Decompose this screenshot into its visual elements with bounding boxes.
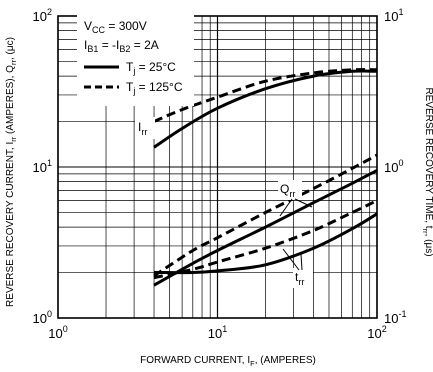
trr-label-bg (293, 268, 313, 288)
y-tick-label-left: 101 (33, 158, 52, 175)
y-tick-label-right: 100 (384, 158, 403, 175)
irr-label-bg (135, 117, 155, 139)
plot-frame (57, 15, 378, 319)
x-tick-label: 100 (48, 324, 67, 341)
curve-qrr-solid (153, 169, 378, 287)
x-axis-title: FORWARD CURRENT, IF, (AMPERES) (140, 355, 316, 368)
curve-trr-dashed (153, 199, 378, 280)
y-tick-label-right: 10-1 (384, 309, 406, 326)
curve-qrr-dashed (153, 153, 378, 278)
qrr-label-bg (278, 180, 302, 200)
qrr-leader-1 (279, 198, 293, 217)
annotation-qrr: Qrr (280, 182, 295, 199)
y-tick-label-right: 101 (384, 7, 403, 24)
legend-label-125c: Tj = 125°C (126, 80, 183, 96)
y-tick-label-left: 100 (33, 309, 52, 326)
trr-leader-2 (300, 253, 303, 271)
condition-ib: IB1 = -IB2 = 2A (84, 38, 159, 54)
y-axis-title-left: REVERSE RECOVERY CURRENT, Irr (AMPERES),… (5, 37, 18, 307)
annotation-irr: Irr (138, 120, 147, 137)
curve-trr-solid (153, 212, 378, 275)
legend-label-25c: Tj = 25°C (126, 60, 176, 76)
condition-vcc: VCC = 300V (84, 19, 147, 35)
qrr-leader-2 (294, 198, 313, 208)
x-tick-label: 101 (208, 324, 227, 341)
curve-irr-solid (153, 69, 378, 149)
chart-curves (153, 68, 378, 287)
y-axis-title-right: REVERSE RECOVERY TIME, trr, (μs) (421, 87, 433, 256)
x-tick-label: 102 (367, 324, 386, 341)
curve-irr-dashed (153, 68, 378, 123)
trr-leader-1 (282, 248, 300, 271)
y-tick-label-left: 102 (33, 7, 52, 24)
legend-box (77, 14, 194, 106)
annotation-trr: trr (295, 270, 304, 287)
